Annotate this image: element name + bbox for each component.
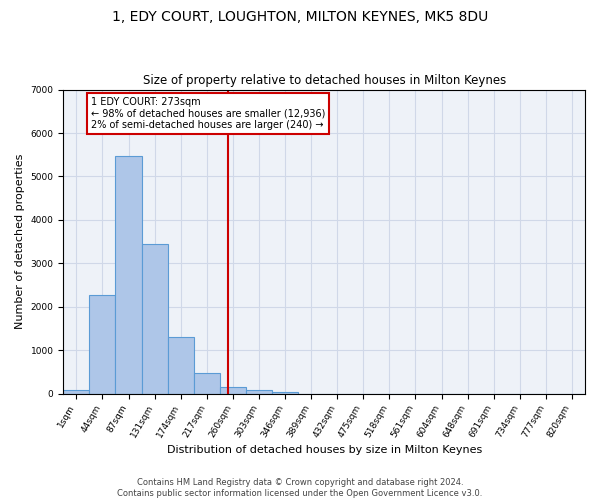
Text: 1 EDY COURT: 273sqm
← 98% of detached houses are smaller (12,936)
2% of semi-det: 1 EDY COURT: 273sqm ← 98% of detached ho… (91, 97, 325, 130)
Bar (194, 373, 220, 394)
Y-axis label: Number of detached properties: Number of detached properties (15, 154, 25, 330)
Text: Contains HM Land Registry data © Crown copyright and database right 2024.
Contai: Contains HM Land Registry data © Crown c… (118, 478, 482, 498)
Bar (220, 387, 246, 394)
Bar (168, 337, 194, 394)
Bar (142, 244, 168, 394)
Bar (272, 392, 298, 394)
Bar (89, 295, 115, 394)
Title: Size of property relative to detached houses in Milton Keynes: Size of property relative to detached ho… (143, 74, 506, 87)
Text: 1, EDY COURT, LOUGHTON, MILTON KEYNES, MK5 8DU: 1, EDY COURT, LOUGHTON, MILTON KEYNES, M… (112, 10, 488, 24)
Bar (246, 390, 272, 394)
X-axis label: Distribution of detached houses by size in Milton Keynes: Distribution of detached houses by size … (167, 445, 482, 455)
Bar (63, 390, 89, 394)
Bar (115, 156, 142, 394)
